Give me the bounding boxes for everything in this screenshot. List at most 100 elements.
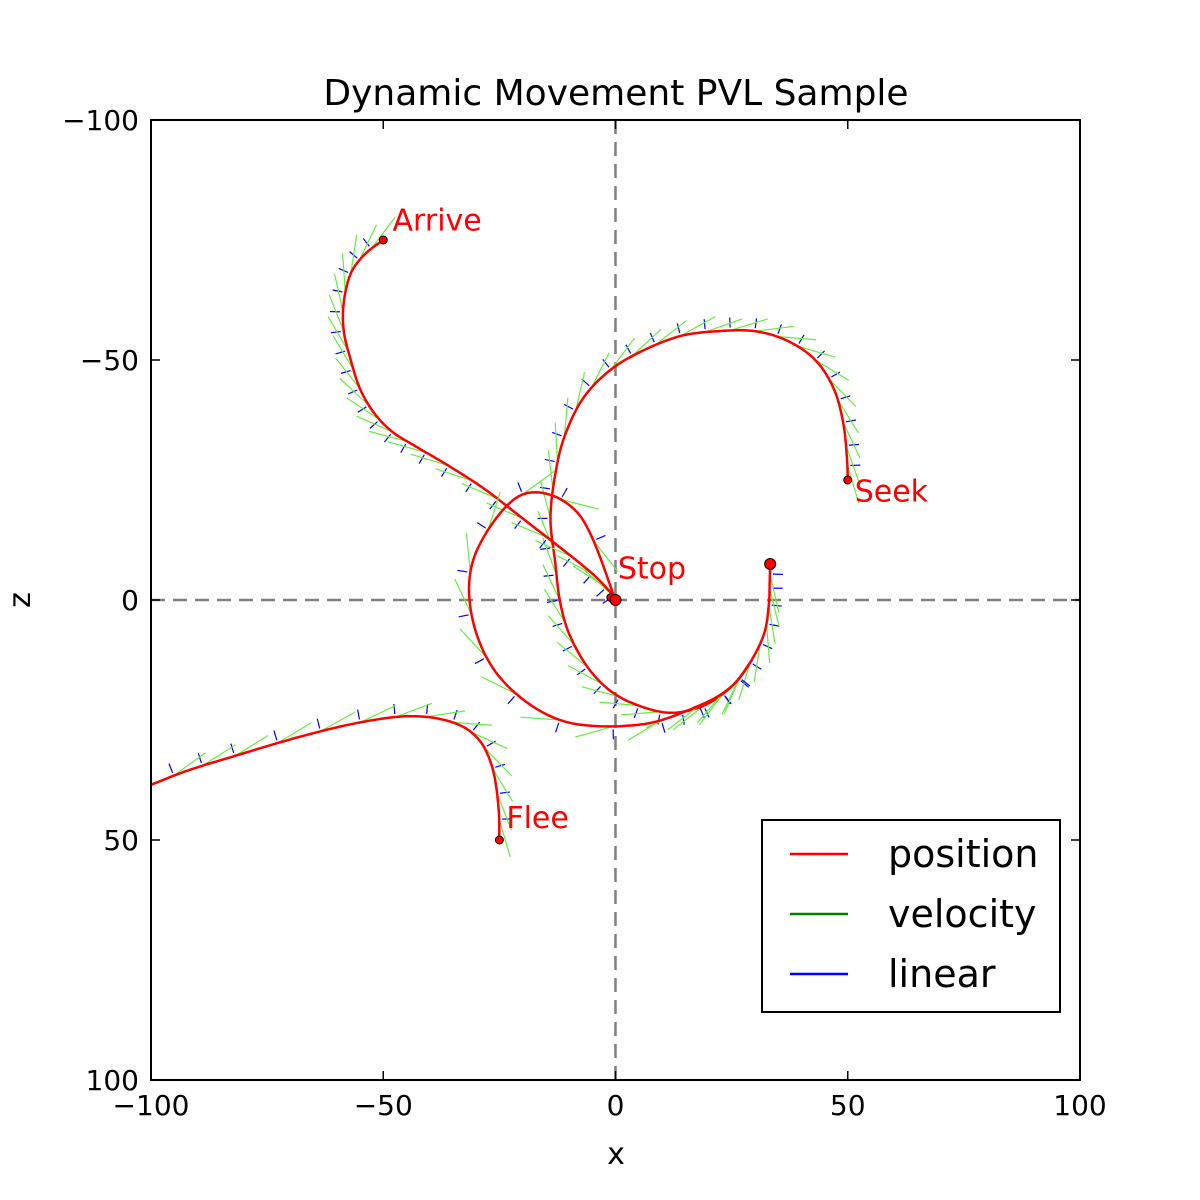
- velocity-vector-arrive: [410, 453, 449, 467]
- velocity-vector-flee: [498, 819, 511, 858]
- position-path-stop: [467, 490, 752, 728]
- y-tick-label: 100: [86, 1064, 139, 1097]
- legend: position velocity linear: [761, 819, 1061, 1013]
- velocity-vector-stop: [627, 719, 662, 742]
- legend-box: [761, 819, 1061, 1013]
- legend-label-linear: linear: [888, 952, 996, 996]
- legend-label-velocity: velocity: [888, 892, 1037, 936]
- velocity-vector-stop: [522, 470, 555, 495]
- velocity-vector-seek: [581, 686, 620, 698]
- linear-vector-flee: [495, 763, 506, 768]
- linear-vector-seek: [540, 547, 551, 550]
- velocity-vector-stop: [696, 692, 724, 724]
- velocity-vector-flee: [426, 710, 466, 718]
- start-marker-flee: [494, 835, 504, 845]
- linear-vector-stop: [507, 695, 515, 705]
- velocity-vector-seek: [554, 422, 559, 463]
- velocity-vector-seek: [563, 397, 569, 437]
- y-tick-label: −100: [62, 104, 139, 137]
- y-tick-label: 0: [121, 584, 139, 617]
- velocity-vector-seek: [753, 643, 761, 683]
- linear-vector-stop: [554, 722, 560, 733]
- velocity-vector-arrive: [328, 294, 345, 332]
- velocity-vector-seek: [655, 320, 687, 346]
- linear-vector-stop: [457, 569, 468, 573]
- chart-title: Dynamic Movement PVL Sample: [323, 73, 908, 114]
- velocity-vector-flee: [496, 793, 513, 831]
- start-marker-arrive: [378, 235, 388, 245]
- velocity-vector-seek: [543, 588, 566, 623]
- velocity-vector-stop: [575, 725, 614, 738]
- x-tick-label: −50: [354, 1089, 413, 1122]
- linear-vector-arrive: [369, 421, 378, 429]
- annotation-seek: Seek: [855, 475, 929, 510]
- velocity-vector-seek: [672, 705, 705, 731]
- linear-vector-arrive: [340, 370, 351, 374]
- position-path-flee: [151, 714, 501, 841]
- linear-vector-flee: [316, 718, 321, 729]
- annotation-arrive: Arrive: [393, 203, 482, 238]
- annotation-flee: Flee: [506, 801, 569, 836]
- velocity-vector-seek: [621, 711, 661, 716]
- velocity-vector-arrive: [387, 441, 426, 453]
- linear-vector-seek: [777, 324, 782, 334]
- linear-vector-flee: [197, 753, 202, 764]
- velocity-vector-seek: [845, 445, 860, 483]
- linear-vector-seek: [840, 395, 851, 400]
- velocity-vector-arrive: [335, 357, 361, 390]
- linear-vector-seek: [769, 623, 780, 627]
- legend-label-position: position: [888, 832, 1039, 876]
- velocity-vector-seek: [837, 399, 859, 434]
- linear-vector-arrive: [400, 443, 407, 454]
- velocity-vector-flee: [359, 705, 396, 723]
- velocity-vector-seek: [542, 564, 561, 601]
- velocity-vector-seek: [590, 352, 610, 389]
- velocity-vector-arrive: [511, 521, 548, 539]
- velocity-vector-stop: [667, 705, 700, 731]
- velocity-vector-arrive: [346, 397, 380, 421]
- velocity-vector-arrive: [350, 234, 358, 274]
- velocity-vector-flee: [452, 721, 493, 726]
- linear-vector-flee: [168, 763, 174, 774]
- velocity-vector-seek: [768, 604, 776, 644]
- velocity-vector-seek: [842, 422, 861, 459]
- velocity-vector-stop: [487, 492, 501, 530]
- velocity-vector-flee: [471, 731, 508, 750]
- linear-vector-seek: [754, 318, 758, 329]
- linear-vector-flee: [230, 743, 235, 754]
- linear-vector-seek: [704, 708, 710, 718]
- linear-vector-stop: [474, 658, 485, 665]
- linear-vector-seek: [682, 714, 685, 725]
- linear-vector-arrive: [440, 467, 448, 477]
- velocity-vector-seek: [610, 337, 635, 370]
- velocity-vector-seek: [828, 378, 857, 408]
- velocity-vector-seek: [730, 318, 768, 332]
- linear-vector-flee: [472, 721, 481, 731]
- velocity-vector-flee: [234, 734, 269, 757]
- velocity-vector-stop: [723, 677, 741, 715]
- linear-vector-seek: [816, 350, 825, 359]
- velocity-vector-stop: [465, 533, 471, 573]
- linear-vector-flee: [500, 791, 511, 794]
- linear-vector-arrive: [330, 330, 341, 334]
- linear-vector-stop: [595, 534, 606, 540]
- linear-vector-arrive: [383, 433, 392, 443]
- velocity-vector-seek: [575, 372, 586, 411]
- velocity-vector-stop: [560, 498, 599, 510]
- velocity-vector-flee: [201, 744, 236, 767]
- x-axis-label: x: [607, 1137, 625, 1172]
- velocity-vector-seek: [539, 480, 552, 519]
- velocity-vector-arrive: [358, 224, 378, 261]
- velocity-vector-flee: [483, 747, 513, 777]
- velocity-vector-seek: [721, 678, 740, 715]
- velocity-vector-arrive: [327, 316, 349, 351]
- velocity-vector-arrive: [370, 217, 396, 250]
- linear-vector-arrive: [335, 350, 346, 355]
- linear-vector-seek: [625, 344, 632, 354]
- velocity-vector-arrive: [332, 335, 355, 371]
- linear-vector-seek: [676, 323, 681, 334]
- linear-vector-seek: [602, 359, 610, 368]
- velocity-vector-seek: [556, 641, 589, 668]
